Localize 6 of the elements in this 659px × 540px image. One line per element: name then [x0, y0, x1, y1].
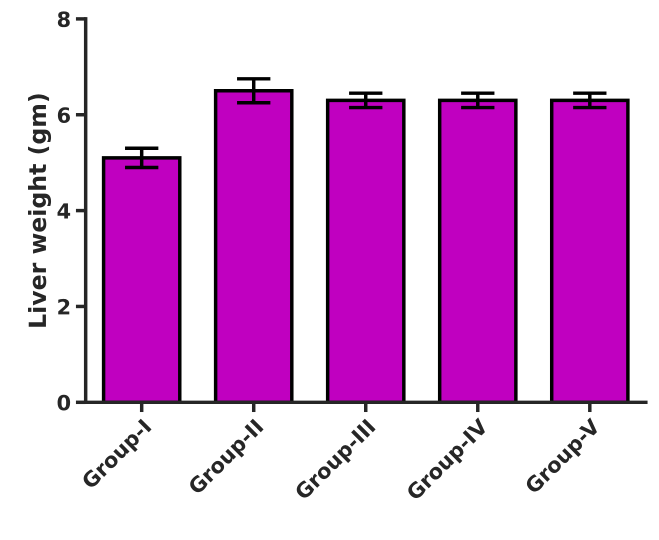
y-tick-label: 2: [58, 298, 70, 314]
y-tick-label: 4: [58, 203, 70, 219]
y-tick-label: 8: [58, 11, 70, 28]
y-tick-label: 6: [58, 107, 70, 123]
y-tick-label: 0: [58, 394, 70, 411]
y-axis-title: Liver weight (gm): [28, 94, 52, 327]
